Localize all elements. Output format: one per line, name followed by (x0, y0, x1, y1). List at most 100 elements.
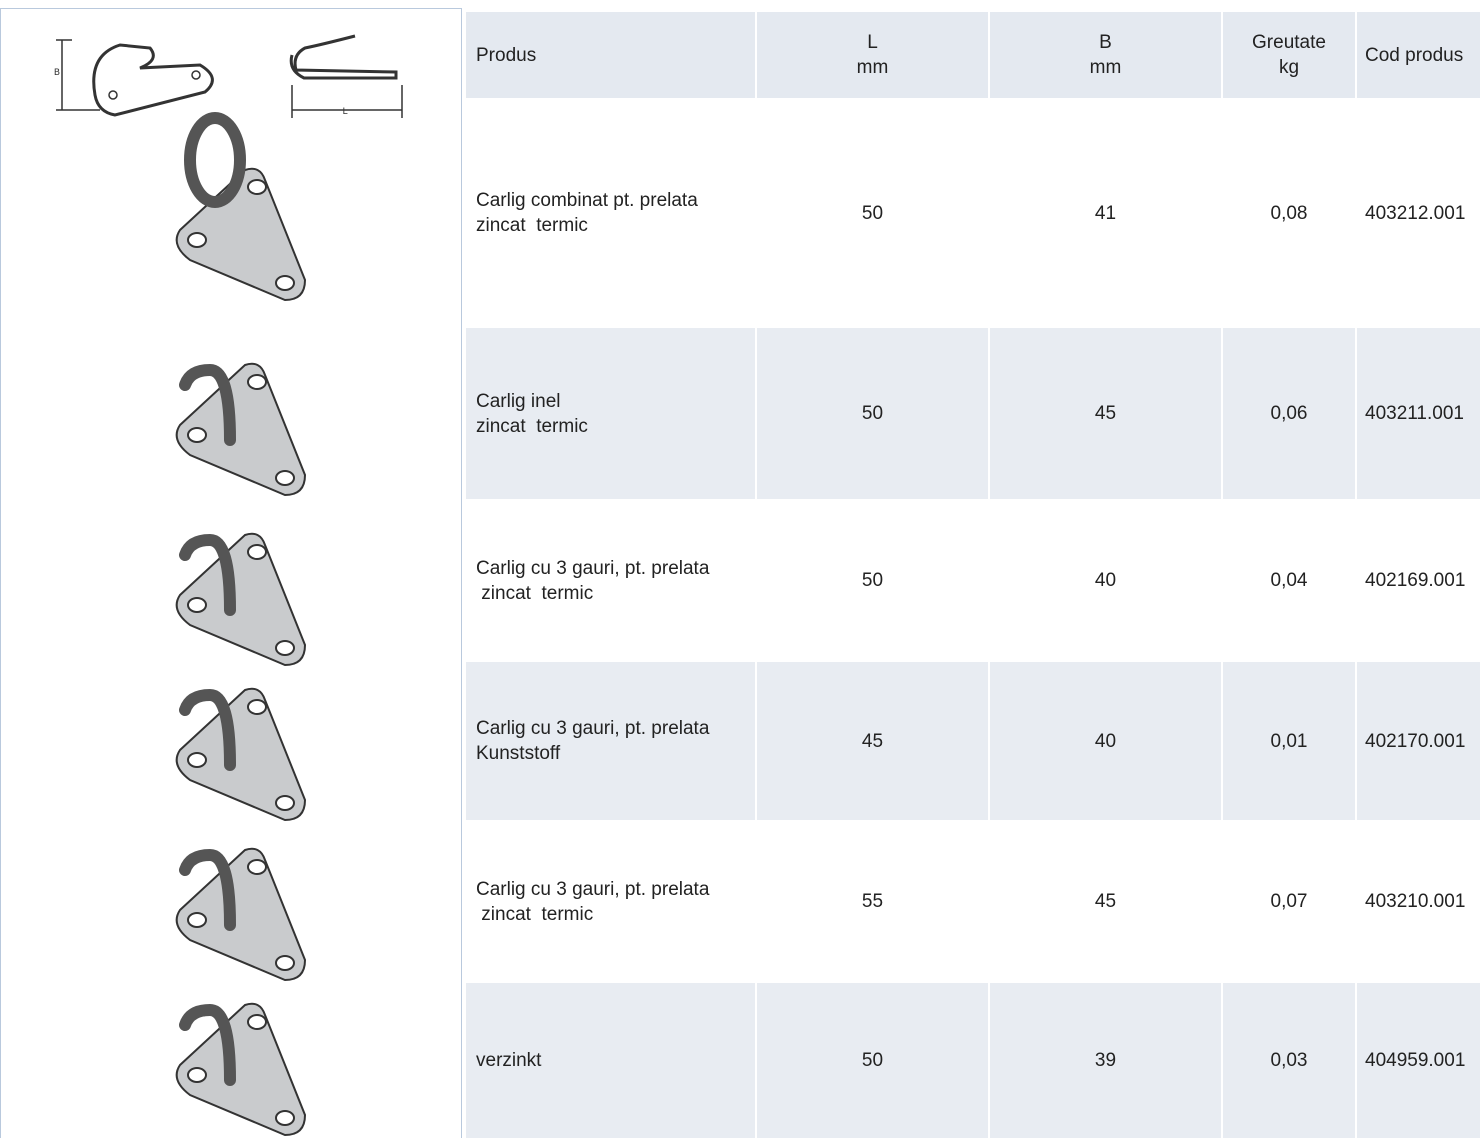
cell-text: Kunststoff (476, 743, 561, 764)
cell-text: verzinkt (476, 1050, 542, 1071)
product-image (175, 362, 307, 497)
cell-text: 41 (1094, 202, 1117, 224)
table-cell: 50 (757, 328, 988, 499)
cell-text: 404959.001 (1365, 1050, 1466, 1071)
illustration-part (175, 532, 307, 667)
cell-text: 55 (861, 891, 884, 912)
cell-text: 403212.001 (1365, 202, 1466, 224)
cell-text: Carlig cu 3 gauri, pt. prelata (476, 557, 710, 579)
illustration-part (247, 374, 267, 390)
illustration-part (179, 363, 236, 446)
illustration-part (179, 1003, 236, 1086)
table-cell: Carlig cu 3 gauri, pt. prelata Kunststoff (466, 662, 755, 820)
cell-text: mm (1089, 57, 1122, 78)
table-cell: 0,06 (1223, 328, 1355, 499)
product-image (175, 112, 307, 302)
dimension-diagram (56, 34, 403, 118)
product-images: B L (54, 34, 403, 1137)
illustration-part (187, 1067, 207, 1083)
table-cell: 40 (990, 501, 1221, 660)
table-cell: 403212.001 (1357, 100, 1480, 326)
table-cell: Carlig cu 3 gauri, pt. prelata zincat te… (466, 501, 755, 660)
illustration-part (247, 179, 267, 195)
table-cell: 50 (757, 100, 988, 326)
cell-text: kg (1278, 57, 1300, 78)
cell-text: L (867, 32, 878, 53)
cell-text: zincat termic (476, 582, 594, 604)
cell-text: Cod produs (1365, 44, 1464, 66)
illustration-part (175, 847, 307, 982)
diagram-label: B (54, 68, 60, 78)
cell-text: 0,07 (1270, 891, 1308, 912)
table-cell: Carlig cu 3 gauri, pt. prelata zincat te… (466, 822, 755, 981)
cell-text: 45 (861, 730, 884, 752)
cell-text: 403211.001 (1365, 403, 1464, 424)
cell-text: 50 (861, 202, 884, 224)
illustration-part (275, 1110, 295, 1126)
product-image (175, 847, 307, 982)
illustration-part (175, 362, 307, 497)
cell-text: Carlig cu 3 gauri, pt. prelata (476, 878, 710, 900)
cell-text: 402170.001 (1365, 730, 1466, 752)
cell-text: 39 (1094, 1050, 1117, 1071)
table-cell: 0,07 (1223, 822, 1355, 981)
illustration-part (179, 688, 236, 771)
cell-text: 50 (861, 570, 884, 591)
cell-text: Carlig cu 3 gauri, pt. prelata (476, 718, 710, 739)
illustration-part (275, 640, 295, 656)
illustration-part (247, 699, 267, 715)
illustration-part (247, 1014, 267, 1030)
illustration-part (179, 533, 236, 616)
illustration-part (247, 544, 267, 560)
cell-text: 403210.001 (1365, 891, 1466, 912)
header-cell: Greutate kg (1223, 12, 1355, 98)
table-cell: 402169.001 (1357, 501, 1480, 660)
illustration-part (187, 912, 207, 928)
table-cell: 45 (757, 662, 988, 820)
illustration-part (187, 232, 207, 248)
product-image (175, 532, 307, 667)
cell-text: 45 (1094, 891, 1117, 912)
table-cell: 0,08 (1223, 100, 1355, 326)
cell-text: 40 (1094, 570, 1117, 591)
table-cell: 0,01 (1223, 662, 1355, 820)
table-cell: verzinkt (466, 983, 755, 1138)
illustration-part (187, 597, 207, 613)
header-cell: Cod produs (1357, 12, 1480, 98)
product-image (175, 687, 307, 822)
illustration-part (179, 848, 236, 931)
table-cell: 39 (990, 983, 1221, 1138)
illustration-part (184, 112, 246, 208)
table-cell: 403210.001 (1357, 822, 1480, 981)
table-cell: 0,04 (1223, 501, 1355, 660)
table-cell: 402170.001 (1357, 662, 1480, 820)
cell-text: 402169.001 (1365, 570, 1466, 591)
illustration-part (275, 955, 295, 971)
cell-text: 0,01 (1270, 730, 1308, 752)
cell-text: 0,06 (1270, 403, 1308, 424)
table-cell: Carlig combinat pt. prelata zincat termic (466, 100, 755, 326)
cell-text: zincat termic (476, 903, 594, 925)
illustration-part (275, 795, 295, 811)
cell-text: Carlig combinat pt. prelata (476, 190, 698, 211)
table-cell: 45 (990, 328, 1221, 499)
table-cell: 40 (990, 662, 1221, 820)
table-cell: 55 (757, 822, 988, 981)
cell-text: zincat termic (476, 415, 588, 437)
table-cell: 50 (757, 983, 988, 1138)
cell-text: Greutate (1252, 32, 1326, 53)
table-cell: 403211.001 (1357, 328, 1480, 499)
table-cell: 50 (757, 501, 988, 660)
product-image (175, 1002, 307, 1137)
cell-text: 50 (861, 1050, 884, 1071)
table-cell: 404959.001 (1357, 983, 1480, 1138)
cell-text: B (1099, 32, 1112, 53)
cell-text: 0,04 (1270, 570, 1308, 591)
illustration-part (187, 427, 207, 443)
header-cell: Produs (466, 12, 755, 98)
cell-text: zincat termic (476, 215, 588, 236)
diagram-label: L (342, 107, 347, 117)
